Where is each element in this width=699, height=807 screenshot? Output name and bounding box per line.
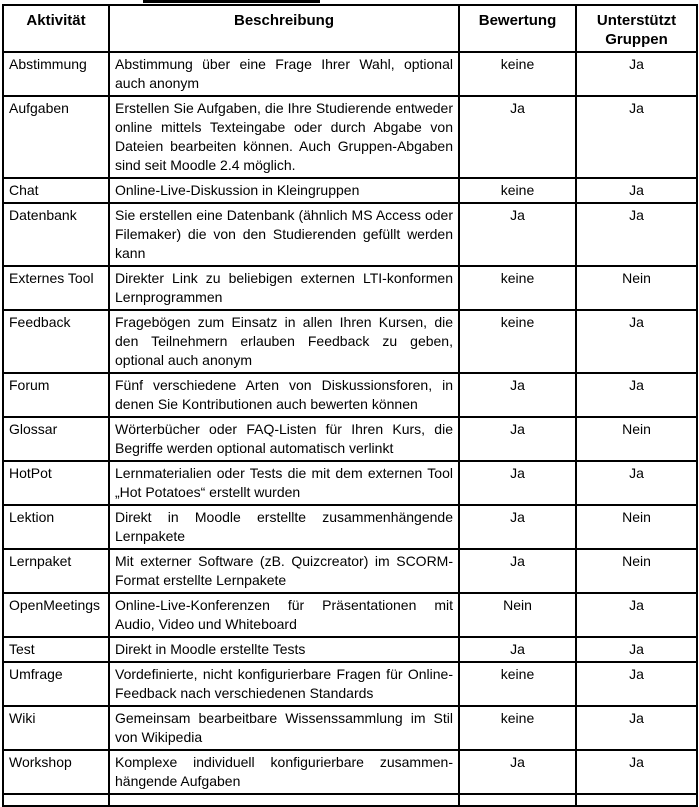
- description-cell: Gemeinsam bearbeitbare Wissenssammlung i…: [108, 705, 460, 751]
- groups-cell: Ja: [575, 661, 698, 707]
- rating-cell: Ja: [458, 372, 577, 418]
- description-cell: Wörterbücher oder FAQ-Listen für Ihren K…: [108, 416, 460, 462]
- table-row: Workshop Komplexe individuell konfigurie…: [2, 749, 698, 795]
- activity-cell: Lektion: [2, 504, 110, 550]
- table-row: Datenbank Sie erstellen eine Datenbank (…: [2, 202, 698, 267]
- cropped-text-artifact: [143, 0, 320, 3]
- groups-cell: Ja: [575, 460, 698, 506]
- groups-cell: Ja: [575, 177, 698, 204]
- table-row: HotPot Lernmaterialien oder Tests die mi…: [2, 460, 698, 506]
- rating-cell: keine: [458, 51, 577, 97]
- activity-cell: Lernpaket: [2, 548, 110, 594]
- activity-cell: Test: [2, 636, 110, 663]
- column-header-aktivitaet: Aktivität: [2, 4, 110, 53]
- description-cell: Mit externer Software (zB. Quizcreator) …: [108, 548, 460, 594]
- groups-cell: Ja: [575, 705, 698, 751]
- activity-cell: Feedback: [2, 309, 110, 374]
- table-row: Feedback Fragebögen zum Einsatz in allen…: [2, 309, 698, 374]
- column-header-beschreibung: Beschreibung: [108, 4, 460, 53]
- rating-cell: Ja: [458, 202, 577, 267]
- rating-cell: keine: [458, 705, 577, 751]
- rating-cell: Nein: [458, 592, 577, 638]
- table-row: Lernpaket Mit externer Software (zB. Qui…: [2, 548, 698, 594]
- rating-cell: Ja: [458, 416, 577, 462]
- description-cell: Abstimmung über eine Frage Ihrer Wahl, o…: [108, 51, 460, 97]
- rating-cell: keine: [458, 265, 577, 311]
- rating-cell: Ja: [458, 460, 577, 506]
- table-row: Chat Online-Live-Diskussion in Kleingrup…: [2, 177, 698, 204]
- rating-cell: keine: [458, 177, 577, 204]
- activities-table: Aktivität Beschreibung Bewertung Unterst…: [2, 4, 698, 807]
- activity-cell: Glossar: [2, 416, 110, 462]
- groups-cell: Nein: [575, 265, 698, 311]
- table-body: Abstimmung Abstimmung über eine Frage Ih…: [2, 51, 698, 807]
- rating-cell: Ja: [458, 504, 577, 550]
- groups-cell: Ja: [575, 95, 698, 179]
- column-header-unterstuetzt-gruppen: Unterstützt Gruppen: [575, 4, 698, 53]
- table-row: Abstimmung Abstimmung über eine Frage Ih…: [2, 51, 698, 97]
- activity-cell: Abstimmung: [2, 51, 110, 97]
- table-row: Wiki Gemeinsam bearbeitbare Wissenssamml…: [2, 705, 698, 751]
- activity-cell: Wiki: [2, 705, 110, 751]
- description-cell: Lernmaterialien oder Tests die mit dem e…: [108, 460, 460, 506]
- table-row: Glossar Wörterbücher oder FAQ-Listen für…: [2, 416, 698, 462]
- table-row: Forum Fünf verschiedene Arten von Diskus…: [2, 372, 698, 418]
- description-cell: Direkt in Moodle erstellte zusammenhänge…: [108, 504, 460, 550]
- groups-cell: Ja: [575, 592, 698, 638]
- cropped-partial-row: [2, 793, 698, 807]
- description-cell: Direkter Link zu beliebigen externen LTI…: [108, 265, 460, 311]
- table-row: Aufgaben Erstellen Sie Aufgaben, die Ihr…: [2, 95, 698, 179]
- activity-cell: Umfrage: [2, 661, 110, 707]
- description-cell: Fragebögen zum Einsatz in allen Ihren Ku…: [108, 309, 460, 374]
- groups-cell: Ja: [575, 749, 698, 795]
- description-cell: Online-Live-Konferenzen für Präsentation…: [108, 592, 460, 638]
- activity-cell: Datenbank: [2, 202, 110, 267]
- description-cell: Vordefinierte, nicht konfigurierbare Fra…: [108, 661, 460, 707]
- table-row: Lektion Direkt in Moodle erstellte zusam…: [2, 504, 698, 550]
- activity-cell: Workshop: [2, 749, 110, 795]
- activity-cell: Chat: [2, 177, 110, 204]
- description-cell: Erstellen Sie Aufgaben, die Ihre Studier…: [108, 95, 460, 179]
- activity-cell: [2, 793, 110, 807]
- column-header-bewertung: Bewertung: [458, 4, 577, 53]
- table-row: Test Direkt in Moodle erstellte Tests Ja…: [2, 636, 698, 663]
- groups-cell: Ja: [575, 51, 698, 97]
- table-row: Externes Tool Direkter Link zu beliebige…: [2, 265, 698, 311]
- description-cell: Sie erstellen eine Datenbank (ähnlich MS…: [108, 202, 460, 267]
- groups-cell: Nein: [575, 504, 698, 550]
- rating-cell: Ja: [458, 749, 577, 795]
- groups-cell: Ja: [575, 309, 698, 374]
- groups-cell: Nein: [575, 548, 698, 594]
- activity-cell: OpenMeetings: [2, 592, 110, 638]
- description-cell: [108, 793, 460, 807]
- activity-cell: HotPot: [2, 460, 110, 506]
- rating-cell: [458, 793, 577, 807]
- rating-cell: Ja: [458, 548, 577, 594]
- groups-cell: Ja: [575, 636, 698, 663]
- description-cell: Komplexe individuell konfigurierbare zus…: [108, 749, 460, 795]
- activity-cell: Aufgaben: [2, 95, 110, 179]
- header-row: Aktivität Beschreibung Bewertung Unterst…: [2, 4, 698, 53]
- table-row: OpenMeetings Online-Live-Konferenzen für…: [2, 592, 698, 638]
- rating-cell: Ja: [458, 636, 577, 663]
- description-cell: Fünf verschiedene Arten von Diskussionsf…: [108, 372, 460, 418]
- table-row: Umfrage Vordefinierte, nicht konfigurier…: [2, 661, 698, 707]
- activity-cell: Externes Tool: [2, 265, 110, 311]
- rating-cell: Ja: [458, 95, 577, 179]
- groups-cell: Nein: [575, 416, 698, 462]
- rating-cell: keine: [458, 661, 577, 707]
- description-cell: Direkt in Moodle erstellte Tests: [108, 636, 460, 663]
- activity-cell: Forum: [2, 372, 110, 418]
- rating-cell: keine: [458, 309, 577, 374]
- groups-cell: Ja: [575, 202, 698, 267]
- groups-cell: [575, 793, 698, 807]
- description-cell: Online-Live-Diskussion in Kleingruppen: [108, 177, 460, 204]
- groups-cell: Ja: [575, 372, 698, 418]
